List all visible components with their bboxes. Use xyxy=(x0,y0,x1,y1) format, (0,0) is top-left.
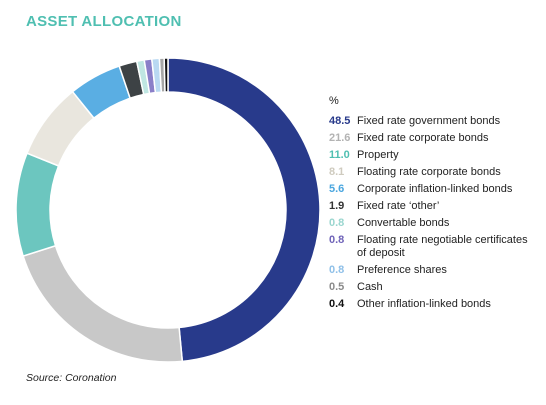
legend-value: 0.8 xyxy=(329,234,345,246)
donut-slice-2 xyxy=(22,244,184,363)
donut-slice-3 xyxy=(15,152,60,258)
legend-item: 0.8 Preference shares xyxy=(329,264,539,277)
unit-label: % xyxy=(329,95,339,107)
legend-value: 0.4 xyxy=(329,298,345,310)
legend-item: 8.1 Floating rate corporate bonds xyxy=(329,166,539,179)
legend-label: Fixed rate ‘other’ xyxy=(357,200,440,212)
legend-item: 0.8 Convertable bonds xyxy=(329,217,539,230)
donut-slice-1 xyxy=(167,57,321,363)
legend-value: 8.1 xyxy=(329,166,345,178)
legend-label: Corporate inflation-linked bonds xyxy=(357,183,513,195)
source-note: Source: Coronation xyxy=(26,372,117,384)
legend-label: Convertable bonds xyxy=(357,217,450,229)
legend-label: Property xyxy=(357,149,399,161)
legend-value: 1.9 xyxy=(329,200,345,212)
legend-label: Floating rate corporate bonds xyxy=(357,166,501,178)
legend-item: 0.8 Floating rate negotiable certificates… xyxy=(329,234,539,260)
legend-label: Other inflation-linked bonds xyxy=(357,298,491,310)
legend-item: 0.5 Cash xyxy=(329,281,539,294)
donut-slice-11 xyxy=(163,57,169,93)
chart-legend: 48.5 Fixed rate government bonds 21.6 Fixed… xyxy=(329,115,539,315)
legend-item: 5.6 Corporate inflation-linked bonds xyxy=(329,183,539,196)
legend-value: 5.6 xyxy=(329,183,345,195)
legend-label: Preference shares xyxy=(357,264,447,276)
legend-item: 11.0 Property xyxy=(329,149,539,162)
legend-value: 0.5 xyxy=(329,281,345,293)
legend-value: 11.0 xyxy=(329,149,350,161)
legend-value: 48.5 xyxy=(329,115,351,127)
legend-label: Cash xyxy=(357,281,383,293)
legend-item: 48.5 Fixed rate government bonds xyxy=(329,115,539,128)
chart-title: ASSET ALLOCATION xyxy=(26,13,182,30)
legend-value: 0.8 xyxy=(329,217,345,229)
legend-item: 1.9 Fixed rate ‘other’ xyxy=(329,200,539,213)
legend-label: Floating rate negotiable certificates of… xyxy=(357,234,528,259)
legend-label: Fixed rate corporate bonds xyxy=(357,132,489,144)
legend-value: 21.6 xyxy=(329,132,351,144)
legend-label: Fixed rate government bonds xyxy=(357,115,501,127)
legend-value: 0.8 xyxy=(329,264,345,276)
legend-item: 0.4 Other inflation-linked bonds xyxy=(329,298,539,311)
legend-item: 21.6 Fixed rate corporate bonds xyxy=(329,132,539,145)
